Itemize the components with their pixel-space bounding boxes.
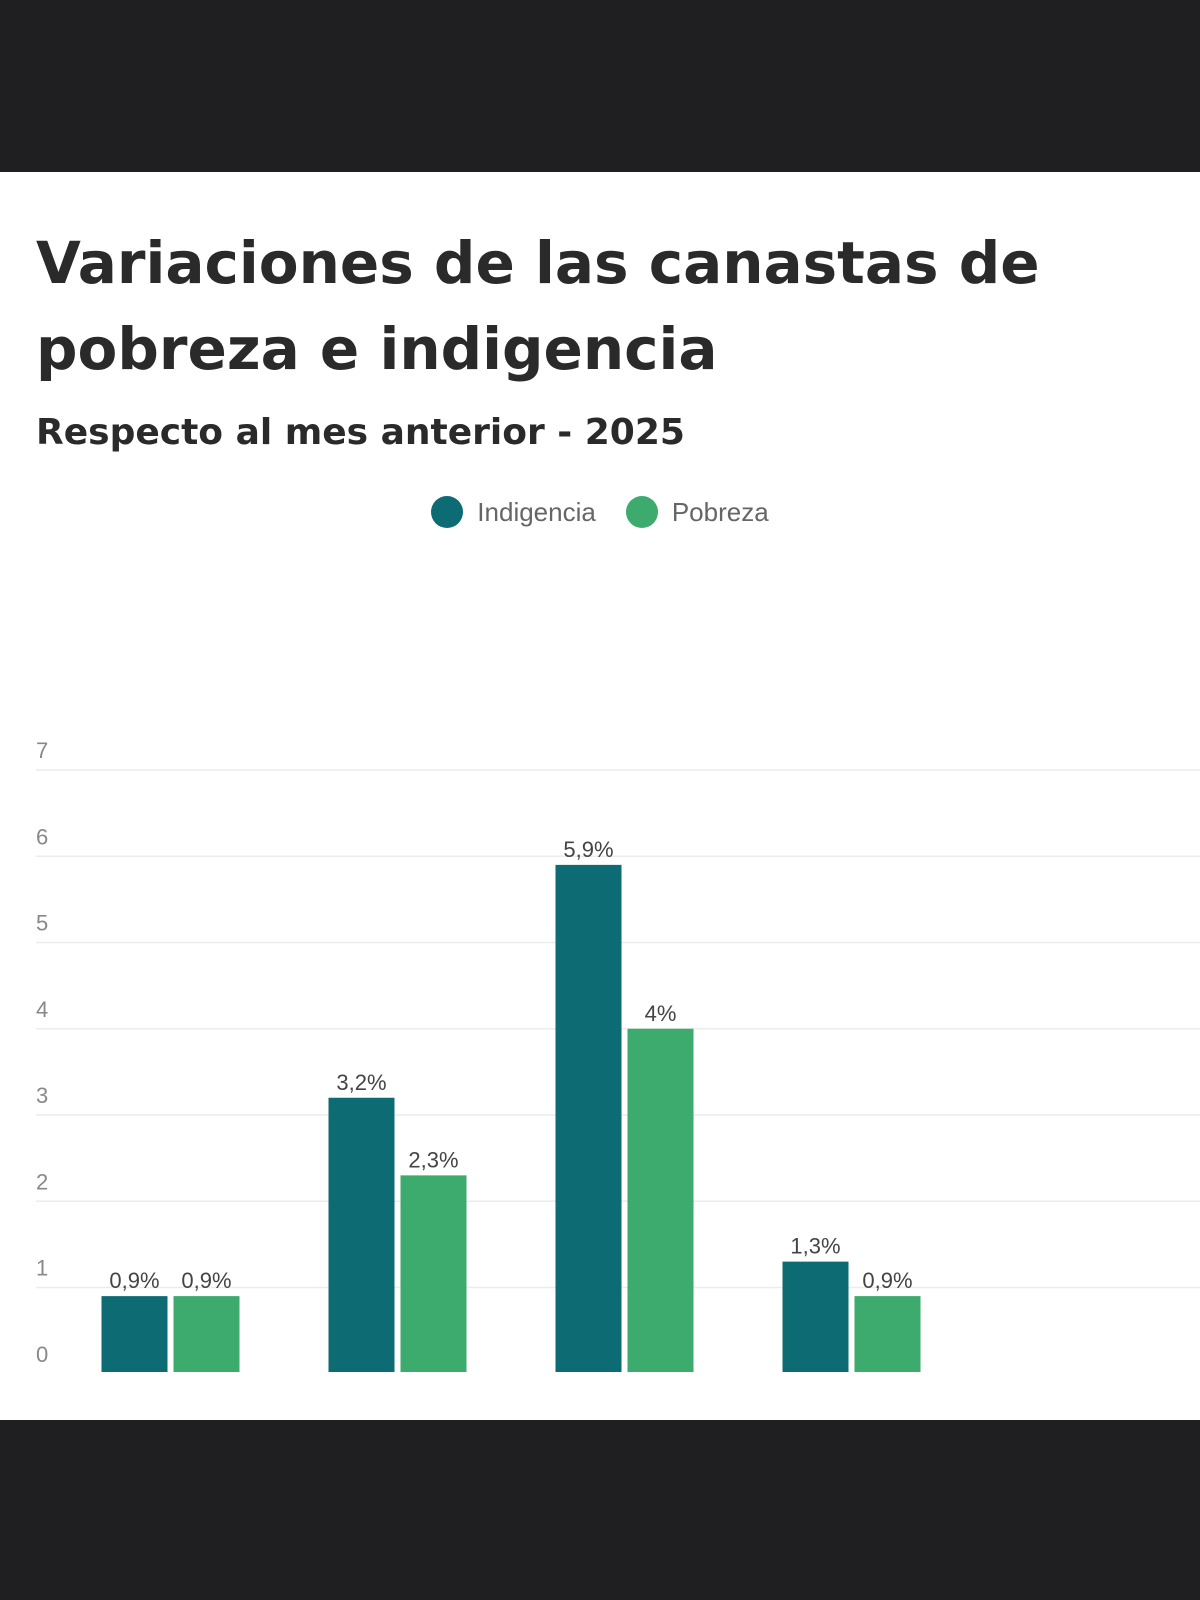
legend-swatch-indigencia: [431, 496, 464, 528]
y-tick-label: 3: [36, 1083, 48, 1108]
bottom-dark-band: [0, 1420, 1200, 1600]
bar-indigencia-abril: [782, 1261, 849, 1372]
bar-pobreza-abril: [854, 1296, 921, 1372]
y-tick-label: 2: [36, 1169, 48, 1194]
data-label-indigencia-enero: 0,9%: [109, 1268, 159, 1293]
bar-indigencia-enero: [101, 1296, 168, 1372]
y-tick-label: 0: [36, 1342, 48, 1367]
bar-pobreza-enero: [173, 1296, 240, 1372]
data-label-pobreza-enero: 0,9%: [181, 1268, 231, 1293]
chart-title: Variaciones de las canastas de pobreza e…: [36, 229, 1040, 383]
chart-legend: Indigencia Pobreza: [0, 496, 1200, 528]
legend-item-indigencia[interactable]: Indigencia: [431, 496, 596, 528]
data-label-pobreza-febrero: 2,3%: [408, 1147, 458, 1172]
y-tick-label: 6: [36, 824, 48, 849]
bar-pobreza-marzo: [627, 1028, 694, 1372]
bar-indigencia-febrero: [328, 1097, 395, 1372]
legend-label-indigencia: Indigencia: [477, 496, 596, 527]
legend-swatch-pobreza: [625, 496, 658, 528]
top-dark-band: [0, 0, 1200, 172]
chart-card: Variaciones de las canastas de pobreza e…: [0, 172, 1200, 1420]
y-tick-label: 4: [36, 997, 48, 1022]
bar-indigencia-marzo: [555, 864, 622, 1372]
y-tick-label: 1: [36, 1256, 48, 1281]
data-label-indigencia-febrero: 3,2%: [336, 1070, 386, 1095]
data-label-pobreza-marzo: 4%: [645, 1001, 677, 1026]
legend-label-pobreza: Pobreza: [671, 496, 769, 527]
chart-subtitle: Respecto al mes anterior - 2025: [36, 412, 685, 453]
bar-chart: -101234567EneroFebreroMarzoAbrilMayo0,9%…: [36, 738, 1200, 1372]
data-label-pobreza-abril: 0,9%: [862, 1268, 912, 1293]
y-tick-label: 7: [36, 738, 48, 763]
data-label-indigencia-abril: 1,3%: [790, 1234, 840, 1259]
bar-pobreza-febrero: [400, 1175, 467, 1372]
legend-item-pobreza[interactable]: Pobreza: [625, 496, 769, 528]
data-label-indigencia-marzo: 5,9%: [563, 837, 613, 862]
y-tick-label: 5: [36, 911, 48, 936]
